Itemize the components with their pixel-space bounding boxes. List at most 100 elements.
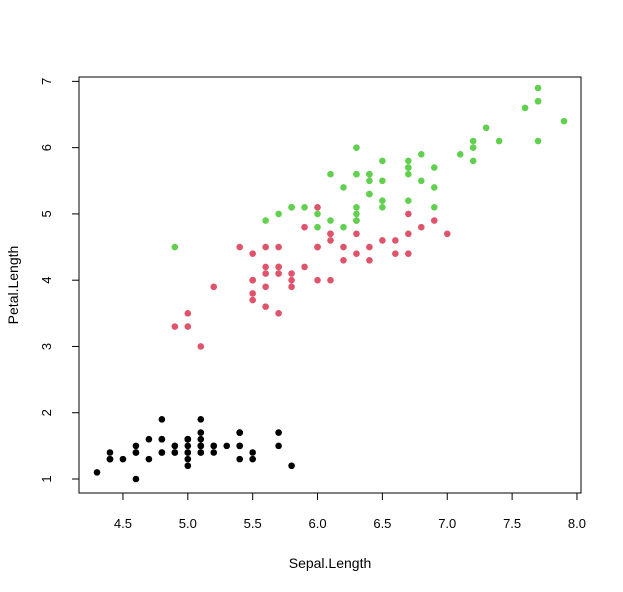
data-point-series-3 (353, 203, 360, 211)
x-tick-label: 4.5 (114, 516, 132, 531)
data-point-series-1 (275, 442, 282, 450)
data-point-series-1 (288, 462, 295, 470)
data-point-series-2 (184, 323, 192, 330)
y-tick-label: 1 (39, 475, 54, 482)
data-point-series-1 (210, 442, 218, 450)
data-point-series-3 (327, 170, 334, 178)
data-point-series-3 (379, 157, 386, 165)
data-point-series-1 (132, 449, 140, 456)
data-point-series-2 (314, 243, 321, 251)
data-point-series-1 (197, 449, 205, 456)
data-point-series-3 (405, 170, 412, 178)
data-point-series-2 (327, 276, 334, 284)
data-point-series-3 (534, 97, 542, 105)
data-point-series-2 (301, 263, 308, 271)
data-point-series-3 (495, 137, 503, 145)
data-point-series-1 (145, 435, 153, 443)
data-point-series-1 (184, 442, 192, 450)
data-point-series-3 (418, 150, 425, 158)
data-point-series-2 (430, 217, 438, 224)
data-point-series-3 (301, 203, 308, 211)
data-point-series-1 (236, 442, 243, 450)
data-point-series-2 (301, 223, 308, 231)
data-point-series-2 (443, 230, 451, 238)
x-tick-label: 5.5 (244, 516, 262, 531)
data-point-series-3 (405, 164, 412, 171)
data-point-series-3 (469, 157, 477, 165)
data-point-series-3 (379, 177, 386, 185)
data-point-series-1 (184, 449, 192, 456)
data-point-series-3 (430, 203, 438, 211)
data-point-series-1 (132, 475, 140, 483)
data-point-series-1 (197, 435, 205, 443)
x-tick-label: 6.0 (308, 516, 326, 531)
data-point-series-3 (560, 117, 568, 125)
data-point-series-2 (249, 250, 256, 257)
data-point-series-2 (392, 250, 399, 257)
data-point-series-1 (158, 449, 166, 456)
data-point-series-3 (521, 104, 529, 112)
y-tick-label: 6 (39, 144, 54, 151)
data-point-series-2 (184, 310, 192, 317)
plot-frame (78, 76, 582, 494)
data-point-series-2 (314, 276, 321, 284)
data-point-series-3 (340, 223, 347, 231)
data-point-series-1 (171, 449, 179, 456)
data-point-series-3 (366, 170, 373, 178)
data-point-series-3 (482, 124, 490, 132)
data-point-series-2 (262, 303, 269, 310)
data-point-series-3 (430, 184, 438, 191)
data-point-series-1 (184, 462, 192, 470)
data-point-series-2 (210, 283, 218, 291)
data-point-series-3 (262, 217, 269, 224)
data-point-series-2 (353, 230, 360, 238)
x-axis-label: Sepal.Length (289, 555, 372, 571)
data-point-series-2 (171, 323, 179, 330)
y-tick-label: 4 (39, 277, 54, 284)
data-point-series-2 (327, 237, 334, 244)
y-axis-label: Petal.Length (5, 246, 21, 325)
y-tick-label: 7 (39, 78, 54, 85)
data-point-series-3 (534, 84, 542, 92)
data-point-series-3 (314, 210, 321, 218)
x-axis: 4.5 5.0 5.5 6.0 6.5 7.0 7.5 8.0 (114, 493, 586, 531)
x-tick-label: 8.0 (568, 516, 586, 531)
data-point-series-1 (145, 455, 153, 463)
data-point-series-3 (430, 164, 438, 171)
data-point-series-2 (249, 290, 256, 297)
data-point-series-1 (197, 429, 205, 436)
data-point-series-2 (275, 270, 282, 277)
data-point-series-3 (469, 144, 477, 151)
y-tick-label: 2 (39, 409, 54, 416)
data-point-series-2 (288, 276, 295, 284)
data-point-series-3 (353, 217, 360, 224)
data-point-series-3 (314, 223, 321, 231)
data-point-series-2 (327, 230, 334, 238)
data-point-series-3 (353, 170, 360, 178)
data-point-series-2 (405, 210, 412, 218)
data-point-series-3 (418, 177, 425, 185)
data-point-series-3 (353, 210, 360, 218)
data-point-series-2 (405, 230, 412, 238)
data-point-series-1 (210, 449, 218, 456)
data-points (93, 84, 568, 483)
data-point-series-3 (379, 203, 386, 211)
y-axis: 1 2 3 4 5 6 7 (39, 78, 79, 483)
data-point-series-1 (249, 449, 256, 456)
data-point-series-2 (236, 243, 243, 251)
data-point-series-1 (275, 429, 282, 436)
data-point-series-2 (405, 250, 412, 257)
data-point-series-2 (353, 250, 360, 257)
data-point-series-3 (340, 184, 347, 191)
data-point-series-2 (249, 276, 256, 284)
y-tick-label: 3 (39, 343, 54, 350)
data-point-series-3 (379, 197, 386, 204)
data-point-series-1 (158, 435, 166, 443)
data-point-series-2 (275, 310, 282, 317)
data-point-series-1 (236, 429, 243, 436)
data-point-series-3 (456, 150, 464, 158)
data-point-series-2 (288, 270, 295, 277)
data-point-series-1 (106, 449, 114, 456)
data-point-series-3 (327, 217, 334, 224)
